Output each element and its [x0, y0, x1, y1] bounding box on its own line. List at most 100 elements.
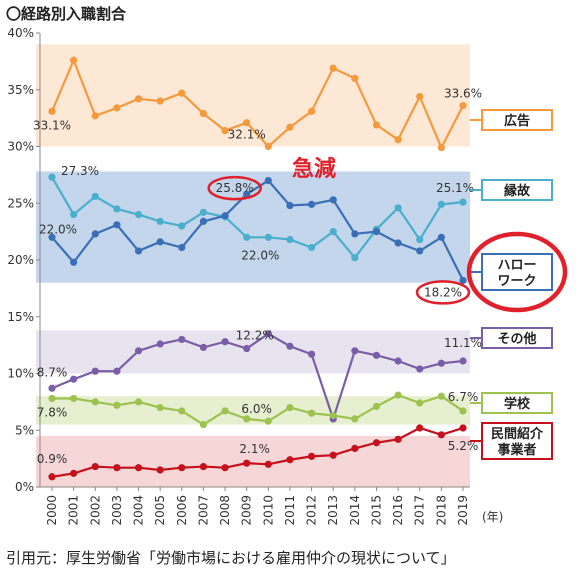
- annotation-text: 急減: [292, 156, 336, 182]
- point-private-agency: [351, 444, 359, 453]
- point-ad: [394, 136, 402, 144]
- point-private-agency: [459, 424, 467, 432]
- bands-layer: [36, 44, 470, 487]
- point-hellowork: [178, 243, 186, 252]
- point-connection: [243, 233, 251, 241]
- data-label-school: 7.8%: [37, 405, 68, 419]
- legend-box-school: [481, 392, 553, 414]
- series-line-school: [52, 393, 464, 426]
- x-tick-label: 2009: [240, 495, 254, 526]
- series-line-ad: [50, 57, 464, 151]
- data-label-other: 8.7%: [37, 365, 68, 379]
- data-label-hellowork: 18.2%: [424, 285, 462, 299]
- x-tick-label: 2016: [391, 495, 405, 526]
- point-hellowork: [459, 276, 467, 285]
- point-school: [199, 420, 208, 429]
- legend-box-private-agency: [481, 422, 553, 460]
- legend-box-ad: [481, 109, 553, 131]
- legend-label-private-agency: 民間紹介: [491, 426, 544, 442]
- point-school: [372, 402, 381, 411]
- point-hellowork: [134, 247, 143, 255]
- point-ad: [264, 142, 272, 151]
- x-tick-label: 2005: [153, 495, 167, 526]
- axes-layer: 0% 5% 10% 15% 20% 25% 30% 35% 40% 2000 2001 2002 200…: [7, 26, 470, 526]
- y-tick-label: 35%: [7, 83, 34, 97]
- point-connection: [416, 235, 424, 244]
- point-ad: [113, 104, 121, 112]
- point-private-agency: [264, 460, 272, 468]
- point-school: [243, 415, 251, 423]
- data-label-private-agency: 2.1%: [239, 442, 270, 456]
- point-connection: [199, 208, 208, 216]
- data-label-other: 12.2%: [236, 329, 274, 343]
- point-other: [243, 344, 251, 353]
- data-label-school: 6.0%: [241, 402, 272, 416]
- y-tick-label: 10%: [7, 367, 34, 381]
- point-connection: [113, 205, 121, 213]
- point-other: [221, 338, 229, 346]
- point-other: [113, 367, 121, 375]
- point-ad: [351, 74, 359, 82]
- legend-label-ad: 広告: [504, 113, 530, 129]
- point-private-agency: [243, 459, 251, 467]
- point-connection: [307, 243, 316, 252]
- x-tick-label: 2014: [348, 495, 362, 526]
- point-private-agency: [416, 424, 424, 432]
- legend-highlight-circle: [466, 231, 568, 313]
- x-tick-label: 2002: [88, 495, 102, 526]
- point-school: [113, 401, 121, 409]
- point-private-agency: [437, 431, 445, 439]
- data-label-private-agency: 5.2%: [448, 439, 479, 453]
- x-tick-label: 2000: [45, 495, 59, 526]
- point-other: [134, 347, 143, 355]
- point-other: [264, 330, 272, 338]
- series-line-connection: [51, 176, 464, 260]
- data-label-ad: 33.1%: [33, 118, 71, 132]
- data-label-connection: 25.1%: [436, 181, 474, 195]
- point-hellowork: [307, 200, 316, 208]
- point-ad: [48, 107, 56, 115]
- point-ad: [70, 56, 78, 64]
- y-tick-label: 25%: [7, 196, 34, 210]
- data-label-hellowork: 25.8%: [216, 181, 254, 195]
- point-other: [459, 357, 467, 365]
- point-private-agency: [113, 464, 121, 472]
- point-ad: [221, 127, 229, 135]
- point-school: [221, 407, 229, 415]
- legend-label-hellowork: ワーク: [497, 274, 536, 289]
- point-other: [70, 375, 78, 383]
- point-ad: [329, 64, 337, 72]
- point-ad: [437, 144, 445, 152]
- point-private-agency: [329, 451, 337, 459]
- point-school: [307, 409, 316, 417]
- point-private-agency: [156, 466, 164, 474]
- point-other: [416, 365, 424, 373]
- x-tick-label: 2019: [456, 495, 470, 526]
- point-school: [459, 407, 467, 415]
- legend-box-connection: [481, 179, 553, 201]
- point-other: [394, 357, 402, 365]
- point-connection: [459, 198, 467, 206]
- point-other: [48, 384, 56, 392]
- point-other: [286, 342, 294, 350]
- legend-label-private-agency: 事業者: [497, 442, 536, 458]
- point-school: [48, 394, 56, 403]
- x-unit-label: (年): [482, 510, 503, 524]
- x-tick-label: 2004: [132, 495, 146, 526]
- x-tick-label: 2015: [369, 495, 383, 526]
- chart-title: 〇経路別入職割合: [6, 5, 127, 23]
- point-private-agency: [70, 469, 78, 477]
- point-private-agency: [48, 473, 56, 481]
- legend-label-hellowork: ハロー: [497, 258, 536, 273]
- point-school: [264, 417, 272, 425]
- point-hellowork: [264, 176, 272, 185]
- x-tick-label: 2018: [434, 495, 448, 526]
- point-hellowork: [221, 212, 229, 220]
- point-connection: [351, 254, 359, 262]
- point-ad: [91, 112, 99, 120]
- point-ad: [416, 92, 424, 101]
- y-tick-label: 20%: [7, 253, 34, 267]
- point-school: [156, 403, 164, 412]
